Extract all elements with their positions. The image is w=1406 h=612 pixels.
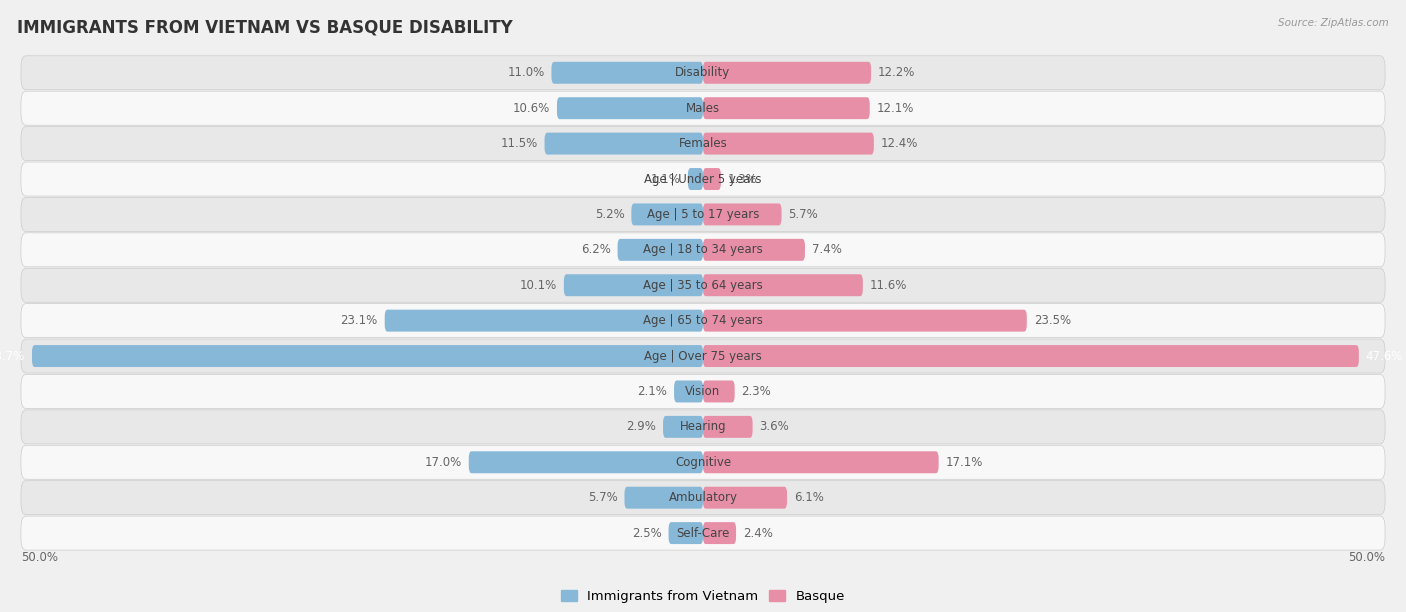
Text: Age | 35 to 64 years: Age | 35 to 64 years [643, 278, 763, 292]
FancyBboxPatch shape [21, 410, 1385, 444]
FancyBboxPatch shape [664, 416, 703, 438]
FancyBboxPatch shape [703, 203, 782, 225]
FancyBboxPatch shape [21, 375, 1385, 408]
FancyBboxPatch shape [703, 310, 1026, 332]
Text: 2.5%: 2.5% [631, 526, 662, 540]
Text: 10.1%: 10.1% [520, 278, 557, 292]
FancyBboxPatch shape [688, 168, 703, 190]
Text: Ambulatory: Ambulatory [668, 491, 738, 504]
FancyBboxPatch shape [21, 268, 1385, 302]
FancyBboxPatch shape [21, 516, 1385, 550]
FancyBboxPatch shape [703, 62, 872, 84]
Text: 12.4%: 12.4% [880, 137, 918, 150]
FancyBboxPatch shape [703, 451, 939, 473]
Text: 1.1%: 1.1% [651, 173, 681, 185]
Text: Vision: Vision [685, 385, 721, 398]
Text: 17.0%: 17.0% [425, 456, 461, 469]
FancyBboxPatch shape [21, 446, 1385, 479]
Text: 11.5%: 11.5% [501, 137, 537, 150]
Text: 12.1%: 12.1% [876, 102, 914, 114]
Text: Females: Females [679, 137, 727, 150]
FancyBboxPatch shape [21, 162, 1385, 196]
FancyBboxPatch shape [703, 381, 735, 403]
FancyBboxPatch shape [617, 239, 703, 261]
Text: 50.0%: 50.0% [1348, 551, 1385, 564]
FancyBboxPatch shape [21, 339, 1385, 373]
FancyBboxPatch shape [703, 345, 1358, 367]
Text: 11.6%: 11.6% [870, 278, 907, 292]
FancyBboxPatch shape [21, 198, 1385, 231]
Text: 12.2%: 12.2% [877, 66, 915, 80]
Text: Males: Males [686, 102, 720, 114]
FancyBboxPatch shape [703, 416, 752, 438]
Text: 7.4%: 7.4% [811, 244, 842, 256]
Text: 47.6%: 47.6% [1365, 349, 1403, 362]
FancyBboxPatch shape [557, 97, 703, 119]
Text: 5.7%: 5.7% [789, 208, 818, 221]
Text: Age | Under 5 years: Age | Under 5 years [644, 173, 762, 185]
FancyBboxPatch shape [551, 62, 703, 84]
Text: 48.7%: 48.7% [0, 349, 25, 362]
FancyBboxPatch shape [631, 203, 703, 225]
Text: 6.1%: 6.1% [794, 491, 824, 504]
FancyBboxPatch shape [669, 522, 703, 544]
FancyBboxPatch shape [32, 345, 703, 367]
Text: Age | 65 to 74 years: Age | 65 to 74 years [643, 314, 763, 327]
FancyBboxPatch shape [564, 274, 703, 296]
FancyBboxPatch shape [21, 233, 1385, 267]
Text: Cognitive: Cognitive [675, 456, 731, 469]
FancyBboxPatch shape [703, 133, 875, 155]
FancyBboxPatch shape [703, 239, 806, 261]
FancyBboxPatch shape [703, 522, 737, 544]
Text: 17.1%: 17.1% [945, 456, 983, 469]
Text: 3.6%: 3.6% [759, 420, 789, 433]
FancyBboxPatch shape [468, 451, 703, 473]
Text: 23.5%: 23.5% [1033, 314, 1071, 327]
Text: IMMIGRANTS FROM VIETNAM VS BASQUE DISABILITY: IMMIGRANTS FROM VIETNAM VS BASQUE DISABI… [17, 18, 513, 36]
FancyBboxPatch shape [624, 487, 703, 509]
Text: 5.2%: 5.2% [595, 208, 624, 221]
FancyBboxPatch shape [703, 168, 721, 190]
FancyBboxPatch shape [21, 304, 1385, 338]
Text: Source: ZipAtlas.com: Source: ZipAtlas.com [1278, 18, 1389, 28]
FancyBboxPatch shape [385, 310, 703, 332]
FancyBboxPatch shape [21, 480, 1385, 515]
FancyBboxPatch shape [21, 127, 1385, 160]
Text: 50.0%: 50.0% [21, 551, 58, 564]
Text: 6.2%: 6.2% [581, 244, 610, 256]
Text: 10.6%: 10.6% [513, 102, 550, 114]
Legend: Immigrants from Vietnam, Basque: Immigrants from Vietnam, Basque [555, 585, 851, 609]
FancyBboxPatch shape [673, 381, 703, 403]
FancyBboxPatch shape [21, 56, 1385, 90]
Text: Age | 18 to 34 years: Age | 18 to 34 years [643, 244, 763, 256]
FancyBboxPatch shape [703, 487, 787, 509]
FancyBboxPatch shape [703, 97, 870, 119]
Text: Age | Over 75 years: Age | Over 75 years [644, 349, 762, 362]
Text: Self-Care: Self-Care [676, 526, 730, 540]
Text: 23.1%: 23.1% [340, 314, 378, 327]
Text: Disability: Disability [675, 66, 731, 80]
Text: Hearing: Hearing [679, 420, 727, 433]
FancyBboxPatch shape [703, 274, 863, 296]
Text: 2.4%: 2.4% [742, 526, 773, 540]
Text: 2.9%: 2.9% [626, 420, 657, 433]
Text: 2.3%: 2.3% [741, 385, 772, 398]
Text: 2.1%: 2.1% [637, 385, 668, 398]
Text: Age | 5 to 17 years: Age | 5 to 17 years [647, 208, 759, 221]
FancyBboxPatch shape [21, 91, 1385, 125]
Text: 11.0%: 11.0% [508, 66, 544, 80]
Text: 5.7%: 5.7% [588, 491, 617, 504]
Text: 1.3%: 1.3% [728, 173, 758, 185]
FancyBboxPatch shape [544, 133, 703, 155]
